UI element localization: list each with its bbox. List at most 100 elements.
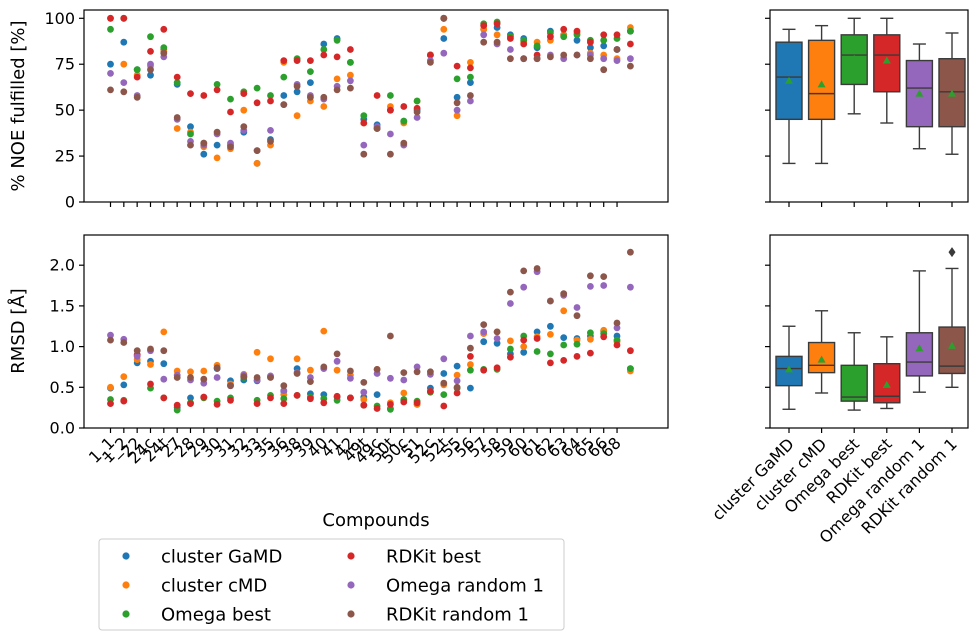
data-point: [120, 397, 128, 405]
mean-marker: [785, 76, 793, 84]
data-point: [213, 81, 221, 88]
data-point: [387, 401, 394, 408]
legend-marker: [122, 581, 130, 589]
data-point: [467, 344, 474, 352]
data-point: [453, 99, 461, 107]
data-point: [560, 307, 568, 315]
box-cluster-cmd: [807, 24, 836, 165]
data-point: [120, 60, 128, 68]
data-point: [467, 361, 474, 368]
data-point: [493, 20, 501, 28]
data-point: [560, 25, 568, 33]
box-cluster-gamd: [775, 28, 803, 165]
rmsd-boxplots: [775, 247, 966, 411]
data-point: [293, 57, 301, 64]
data-point: [467, 97, 474, 105]
series-rdkit-best: [107, 14, 634, 127]
data-point: [427, 59, 434, 66]
series-cluster-cmd: [107, 307, 634, 408]
noe-y-tick-label: 25: [55, 147, 75, 166]
data-point: [373, 405, 381, 412]
rmsd-scatter-plot-area: [83, 234, 669, 429]
data-point: [533, 42, 541, 50]
data-point: [147, 60, 154, 68]
series-cluster-gamd: [107, 322, 634, 412]
iqr-box: [905, 332, 934, 377]
data-point: [347, 46, 354, 53]
rmsd-scatter-points: [107, 248, 634, 414]
data-point: [613, 324, 621, 332]
data-point: [440, 14, 448, 22]
data-point: [253, 99, 261, 107]
data-point: [453, 62, 461, 70]
data-point: [533, 265, 541, 272]
data-point: [253, 160, 261, 167]
data-point: [267, 138, 274, 145]
data-point: [547, 33, 554, 41]
data-point: [307, 395, 314, 403]
data-point: [427, 368, 434, 376]
data-point: [253, 374, 261, 381]
data-point: [320, 51, 328, 59]
data-point: [453, 383, 461, 391]
data-point: [613, 31, 621, 39]
data-point: [333, 357, 341, 365]
data-point: [547, 331, 554, 338]
data-point: [360, 112, 368, 120]
data-point: [573, 51, 581, 59]
data-point: [587, 38, 594, 46]
data-point: [267, 126, 274, 134]
data-point: [400, 103, 408, 110]
series-omega-random-1: [107, 31, 634, 155]
data-point: [107, 86, 114, 94]
data-point: [307, 68, 314, 75]
data-point: [587, 283, 594, 290]
data-point: [307, 366, 314, 374]
box-omega-best: [840, 17, 868, 115]
data-point: [160, 360, 168, 368]
data-point: [320, 399, 328, 407]
data-point: [480, 38, 488, 46]
data-point: [507, 337, 514, 345]
data-point: [613, 341, 621, 349]
data-point: [160, 25, 168, 33]
data-point: [200, 139, 208, 147]
data-point: [360, 396, 368, 403]
data-point: [467, 73, 474, 81]
mean-marker: [882, 380, 891, 388]
data-point: [480, 31, 488, 39]
data-point: [493, 364, 501, 372]
data-point: [387, 150, 394, 158]
data-point: [120, 38, 128, 46]
data-point: [147, 361, 154, 368]
data-point: [440, 379, 448, 387]
data-point: [107, 60, 114, 68]
data-point: [533, 335, 541, 342]
data-point: [533, 348, 541, 355]
data-point: [213, 86, 221, 94]
data-point: [613, 336, 621, 344]
data-point: [200, 367, 208, 375]
series-rdkit-random-1: [107, 14, 634, 158]
data-point: [520, 343, 528, 350]
legend-item-rdkit-random-1: RDKit random 1: [347, 605, 529, 626]
data-point: [347, 394, 354, 402]
series-omega-random-1: [107, 268, 634, 396]
data-point: [520, 348, 528, 356]
series-cluster-gamd: [107, 24, 634, 167]
data-point: [187, 141, 194, 149]
data-point: [227, 396, 234, 404]
data-point: [333, 350, 341, 358]
data-point: [240, 123, 248, 131]
data-point: [240, 90, 248, 97]
mean-marker: [882, 56, 891, 64]
data-point: [173, 73, 181, 81]
mean-marker: [948, 89, 956, 97]
data-point: [373, 366, 381, 373]
data-point: [507, 55, 514, 63]
legend-label: cluster cMD: [161, 576, 267, 597]
data-point: [440, 391, 448, 398]
data-point: [107, 25, 114, 33]
data-point: [227, 108, 234, 116]
